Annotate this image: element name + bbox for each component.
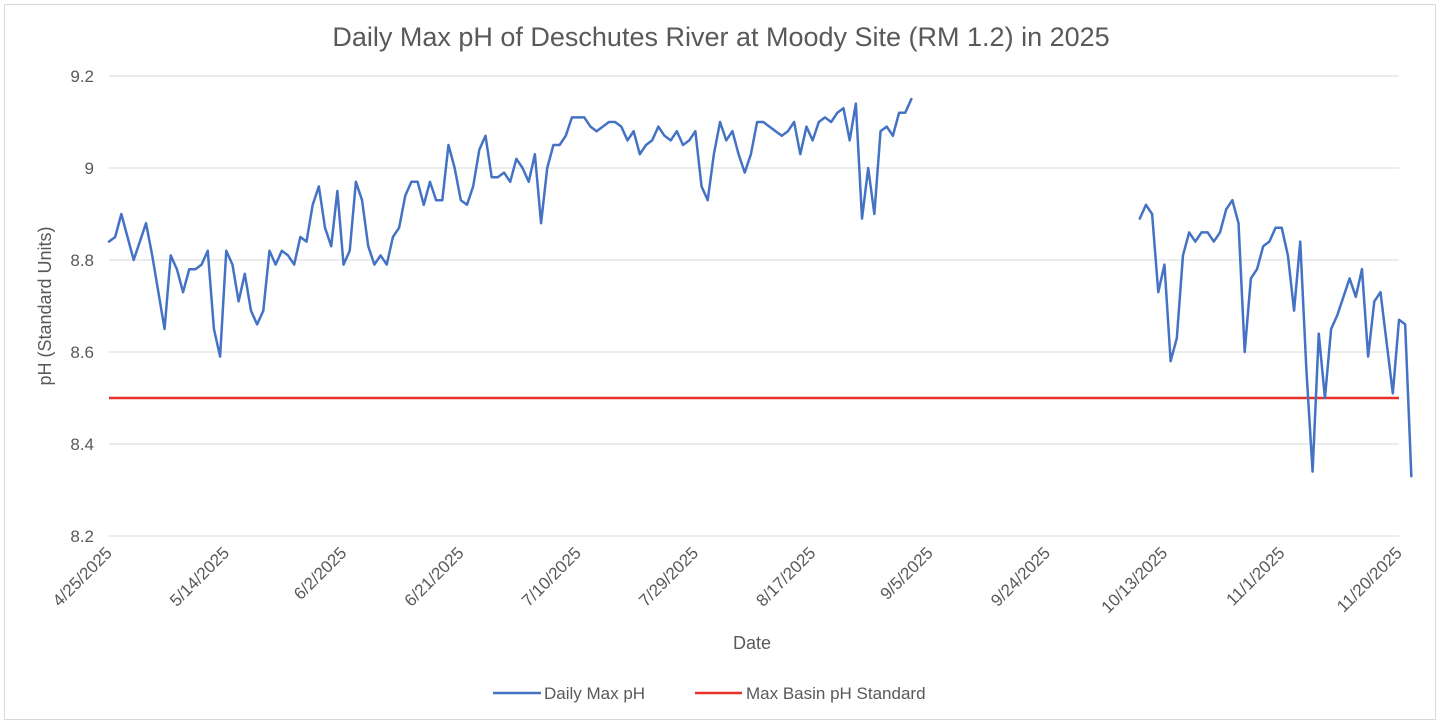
x-tick-label: 11/20/2025 bbox=[1333, 543, 1406, 616]
series-layer bbox=[107, 97, 1413, 478]
chart-title: Daily Max pH of Deschutes River at Moody… bbox=[332, 22, 1109, 52]
x-tick-label: 7/29/2025 bbox=[635, 543, 702, 610]
x-axis-ticks: 4/25/2025 5/14/2025 6/2/2025 6/21/2025 7/10/… bbox=[49, 543, 1406, 617]
y-axis-ticks: 8.2 8.4 8.6 8.8 9 9.2 bbox=[70, 67, 94, 546]
x-tick-label: 4/25/2025 bbox=[49, 543, 116, 610]
x-tick-label: 10/13/2025 bbox=[1098, 543, 1172, 617]
legend: Daily Max pH Max Basin pH Standard bbox=[493, 684, 926, 703]
y-tick-label: 8.4 bbox=[70, 435, 94, 454]
x-tick-label: 6/21/2025 bbox=[401, 543, 468, 610]
grid-lines bbox=[109, 75, 1399, 537]
x-tick-label: 9/24/2025 bbox=[987, 543, 1054, 610]
daily-max-ph-line-segment-1 bbox=[1138, 198, 1413, 478]
y-tick-label: 8.6 bbox=[70, 343, 94, 362]
line-chart: Daily Max pH of Deschutes River at Moody… bbox=[35, 22, 1413, 703]
x-tick-label: 8/17/2025 bbox=[753, 543, 820, 610]
daily-max-ph-line-segment-0 bbox=[107, 97, 913, 358]
x-tick-label: 11/1/2025 bbox=[1223, 543, 1289, 609]
legend-label-max-basin-ph-standard: Max Basin pH Standard bbox=[746, 684, 926, 703]
x-tick-label: 9/5/2025 bbox=[877, 543, 937, 603]
y-tick-label: 9.2 bbox=[70, 67, 94, 86]
y-axis-title: pH (Standard Units) bbox=[35, 226, 55, 385]
chart-frame: Daily Max pH of Deschutes River at Moody… bbox=[4, 4, 1436, 720]
y-tick-label: 8.2 bbox=[70, 527, 94, 546]
x-tick-label: 7/10/2025 bbox=[518, 543, 585, 610]
y-tick-label: 8.8 bbox=[70, 251, 94, 270]
legend-label-daily-max-ph: Daily Max pH bbox=[544, 684, 645, 703]
x-tick-label: 5/14/2025 bbox=[166, 543, 233, 610]
x-axis-title: Date bbox=[733, 633, 771, 653]
y-tick-label: 9 bbox=[85, 159, 94, 178]
x-tick-label: 6/2/2025 bbox=[290, 543, 350, 603]
